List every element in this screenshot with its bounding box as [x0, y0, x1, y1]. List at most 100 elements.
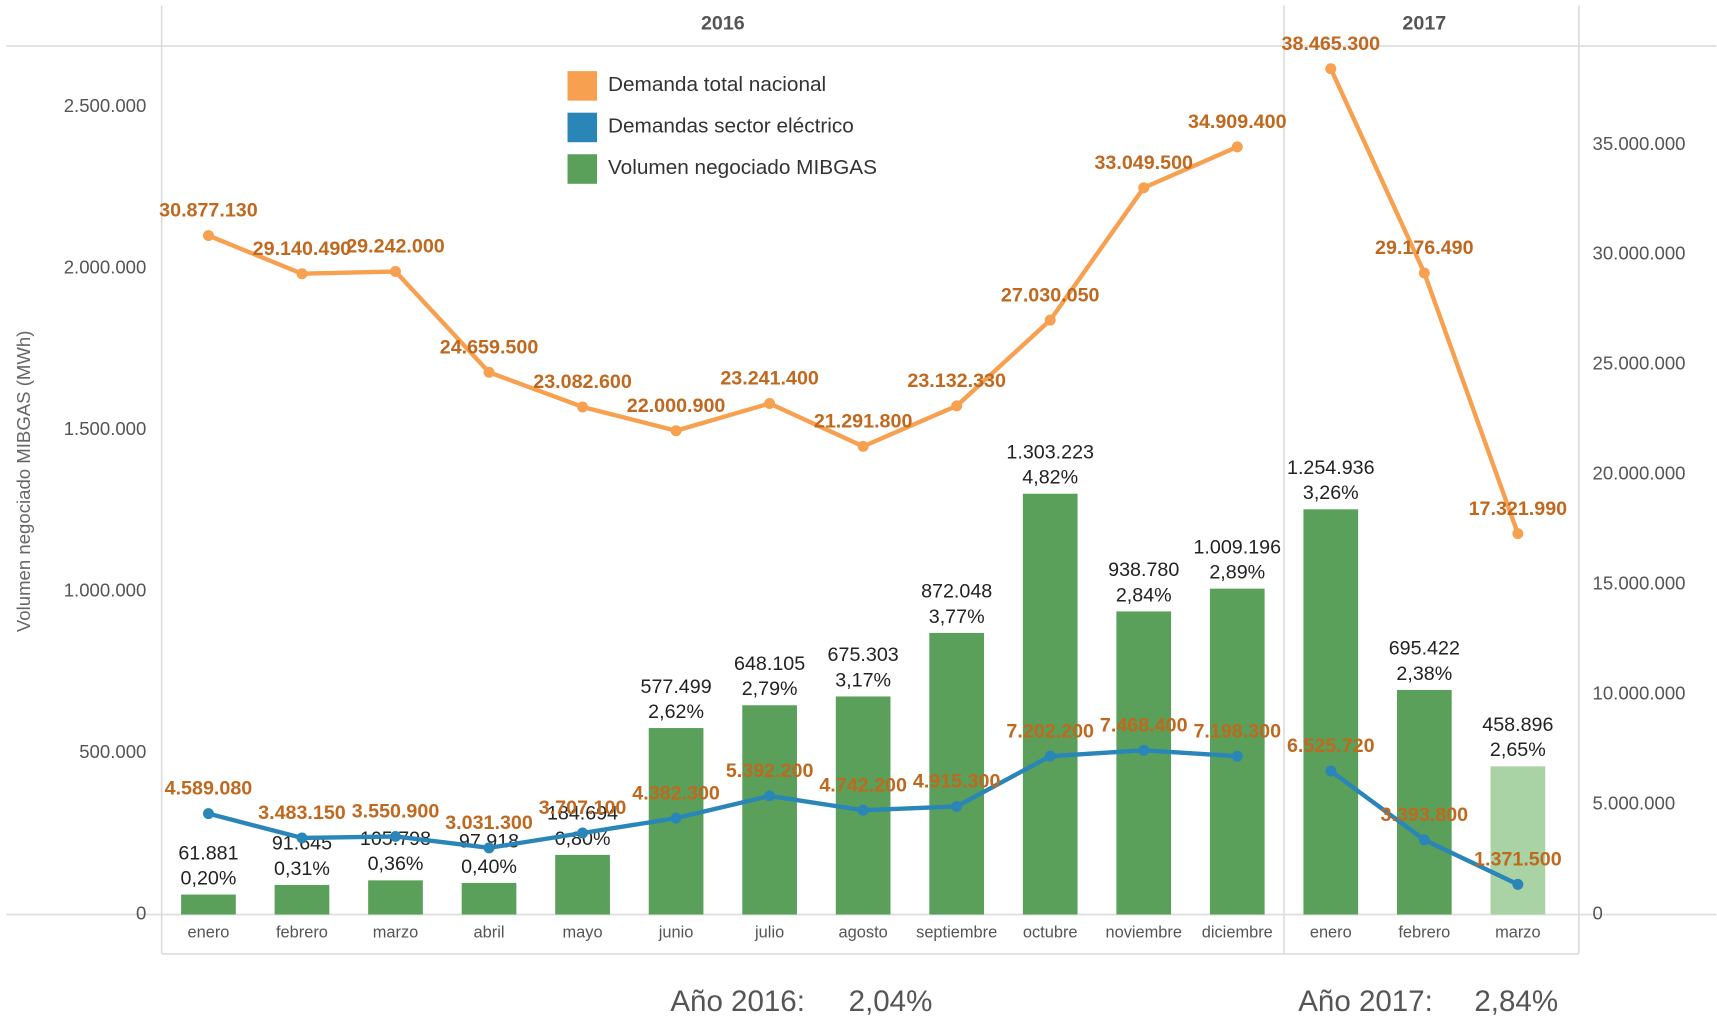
line-value-label: 4.915.300 [913, 771, 1001, 793]
x-tick-label: febrero [1398, 923, 1450, 941]
bar-percent-label: 2,38% [1396, 663, 1452, 685]
line-value-label: 38.465.300 [1282, 33, 1381, 55]
bar [1396, 689, 1452, 915]
line-point [1044, 314, 1056, 326]
line-point [1138, 182, 1150, 194]
pane-title: 2016 [701, 12, 745, 34]
x-tick-label: mayo [563, 923, 603, 941]
line-value-label: 23.241.400 [720, 368, 819, 390]
y-tick-label: 1.000.000 [64, 580, 147, 601]
bar-value-label: 458.896 [1482, 714, 1553, 736]
line-value-label: 22.000.900 [627, 395, 726, 417]
x-tick-label: febrero [276, 923, 328, 941]
line-value-label: 4.382.300 [632, 782, 720, 804]
line-point [577, 827, 589, 839]
line-value-label: 7.202.200 [1006, 720, 1094, 742]
bar [742, 705, 797, 915]
bar-percent-label: 4,82% [1022, 467, 1078, 489]
x-tick-label: septiembre [916, 923, 997, 941]
line-point [1512, 528, 1524, 540]
y2-tick-label: 25.000.000 [1593, 353, 1686, 374]
legend-label: Volumen negociado MIBGAS [608, 156, 877, 179]
y-tick-label: 2.000.000 [64, 257, 147, 278]
y2-tick-label: 15.000.000 [1593, 573, 1686, 594]
x-tick-label: abril [474, 923, 505, 941]
x-tick-label: octubre [1023, 923, 1078, 941]
line-value-label: 1.371.500 [1474, 848, 1562, 870]
bar-percent-label: 3,17% [835, 669, 891, 691]
y2-tick-label: 10.000.000 [1593, 683, 1686, 704]
bar-value-label: 1.254.936 [1287, 457, 1375, 479]
line-value-label: 30.877.130 [159, 200, 258, 222]
bar [1490, 766, 1546, 915]
y2-tick-label: 35.000.000 [1593, 133, 1686, 154]
line-point [577, 401, 589, 413]
line-point [1231, 141, 1243, 153]
legend-swatch [567, 71, 598, 101]
line-point [1418, 834, 1430, 846]
x-tick-label: marzo [1495, 923, 1541, 941]
line-value-label: 24.659.500 [440, 336, 539, 358]
bar-value-label: 61.881 [178, 842, 238, 864]
bar-value-label: 184.694 [547, 803, 618, 825]
line-point [1512, 878, 1524, 890]
line-value-label: 3.707.100 [539, 797, 627, 819]
y-axis-title: Volumen negociado MIBGAS (MWh) [13, 331, 34, 633]
bar-value-label: 872.048 [921, 581, 992, 603]
legend-swatch [567, 154, 598, 184]
bar [368, 880, 423, 915]
line-point [951, 400, 963, 412]
line-point [1231, 750, 1243, 762]
line-value-label: 4.589.080 [165, 778, 253, 800]
line-point [202, 808, 214, 820]
line-value-label: 5.392.200 [726, 760, 814, 782]
line-point [296, 268, 308, 280]
line-value-label: 4.742.200 [819, 774, 907, 796]
line-point [857, 440, 869, 452]
x-tick-label: enero [1310, 923, 1352, 941]
y2-tick-label: 30.000.000 [1593, 243, 1686, 264]
bar-percent-label: 2,89% [1209, 562, 1265, 584]
line-point [951, 800, 963, 812]
line-point [1325, 765, 1337, 777]
bar [555, 854, 610, 915]
bar [274, 884, 330, 915]
x-tick-label: agosto [839, 923, 888, 941]
legend-swatch [567, 112, 598, 143]
bar-percent-label: 2,62% [648, 701, 704, 723]
y-tick-label: 500.000 [79, 741, 146, 762]
footer-value: 2,84% [1474, 985, 1558, 1018]
line-point [1325, 63, 1337, 75]
line-value-label: 6.525.720 [1287, 735, 1375, 757]
x-tick-label: julio [754, 923, 784, 941]
x-tick-label: marzo [373, 923, 419, 941]
bar [181, 894, 236, 915]
line-value-label: 23.132.330 [907, 370, 1006, 392]
bar-percent-label: 0,40% [461, 856, 517, 878]
bar-value-label: 938.780 [1108, 559, 1179, 581]
line-point [1044, 750, 1056, 762]
line-point [764, 397, 776, 409]
bar [1116, 611, 1172, 915]
line-value-label: 33.049.500 [1094, 152, 1193, 174]
y2-tick-label: 0 [1593, 902, 1603, 923]
line-value-label: 7.468.400 [1100, 714, 1188, 736]
x-tick-label: diciembre [1202, 923, 1273, 941]
line-value-label: 34.909.400 [1188, 111, 1287, 133]
bar-percent-label: 0,31% [274, 858, 330, 880]
bar-percent-label: 0,36% [368, 853, 424, 875]
y-tick-label: 0 [136, 902, 146, 923]
bar-percent-label: 2,65% [1490, 739, 1546, 761]
x-tick-label: noviembre [1105, 923, 1182, 941]
bar-percent-label: 2,84% [1116, 584, 1172, 606]
line-point [390, 266, 401, 277]
bar-value-label: 675.303 [828, 644, 899, 666]
line-point [764, 790, 776, 802]
y-tick-label: 2.500.000 [64, 95, 147, 116]
line-value-label: 21.291.800 [814, 410, 913, 432]
bar-value-label: 1.009.196 [1193, 536, 1281, 558]
line [207, 144, 1239, 449]
line-point [483, 842, 495, 854]
